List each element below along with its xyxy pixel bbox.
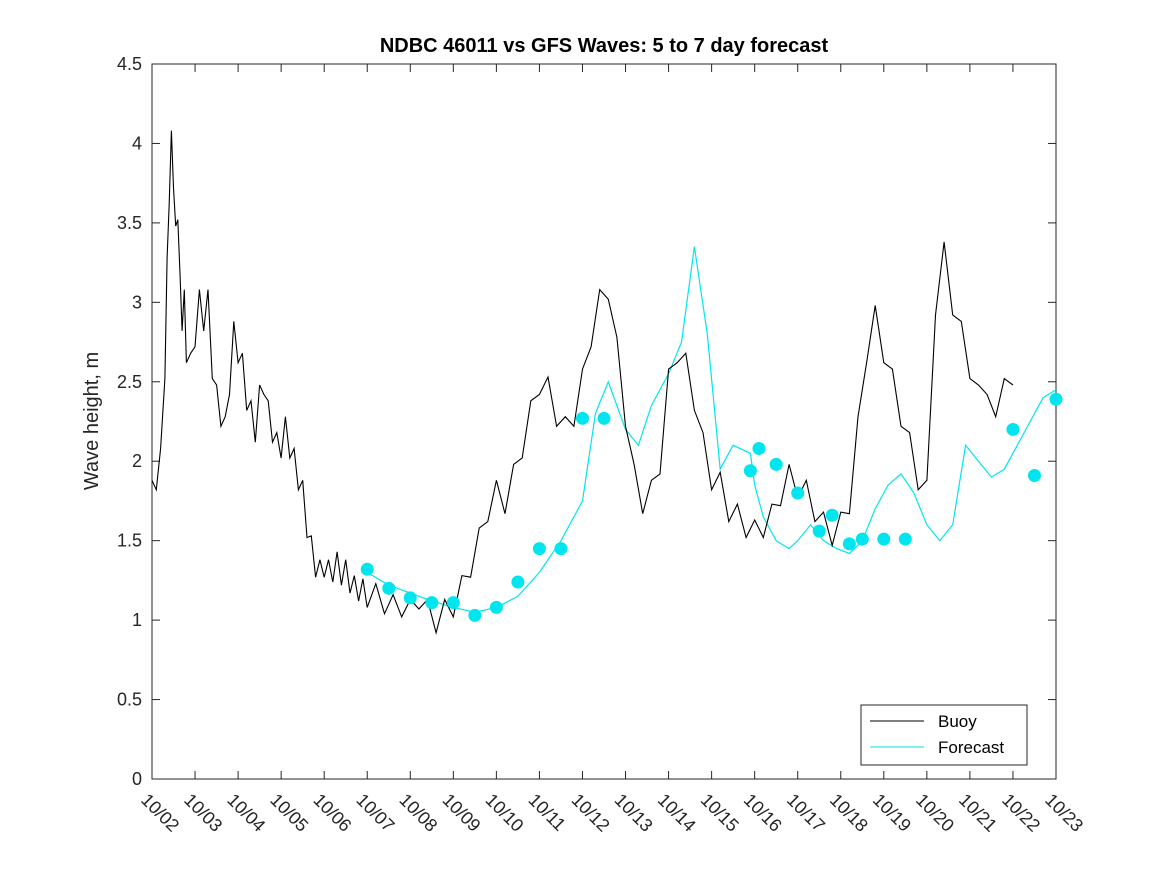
forecast-marker <box>425 596 439 610</box>
y-axis-title: Wave height, m <box>81 352 103 490</box>
y-tick-label: 2 <box>132 451 142 471</box>
forecast-marker <box>468 608 482 622</box>
forecast-marker <box>1006 422 1020 436</box>
forecast-marker <box>743 464 757 478</box>
forecast-marker <box>877 532 891 546</box>
legend-forecast-label: Forecast <box>938 738 1004 757</box>
y-tick-label: 3 <box>132 292 142 312</box>
y-tick-label: 4 <box>132 133 142 153</box>
forecast-marker <box>554 542 568 556</box>
y-tick-label: 4.5 <box>117 54 142 74</box>
forecast-marker <box>511 575 525 589</box>
forecast-marker <box>403 591 417 605</box>
forecast-marker <box>532 542 546 556</box>
y-axis-ticks: 0 0.5 1 1.5 2 2.5 3 3.5 4 4.5 <box>117 54 1056 789</box>
y-tick-label: 2.5 <box>117 372 142 392</box>
chart-title: NDBC 46011 vs GFS Waves: 5 to 7 day fore… <box>380 35 829 57</box>
forecast-marker <box>597 411 611 425</box>
forecast-marker <box>1027 469 1041 483</box>
forecast-marker <box>752 442 766 456</box>
forecast-marker <box>382 581 396 595</box>
forecast-marker <box>812 524 826 538</box>
forecast-marker <box>575 411 589 425</box>
forecast-marker <box>446 596 460 610</box>
forecast-marker <box>769 457 783 471</box>
forecast-marker <box>791 486 805 500</box>
forecast-marker <box>842 537 856 551</box>
legend-box <box>860 704 1028 766</box>
forecast-marker <box>825 508 839 522</box>
y-tick-label: 0.5 <box>117 690 142 710</box>
forecast-marker <box>855 532 869 546</box>
forecast-marker <box>898 532 912 546</box>
forecast-marker <box>489 600 503 614</box>
y-tick-label: 1.5 <box>117 531 142 551</box>
buoy-series-line <box>151 130 1014 635</box>
y-tick-label: 1 <box>132 610 142 630</box>
forecast-series-line <box>366 246 1057 613</box>
y-tick-label: 3.5 <box>117 213 142 233</box>
y-tick-label: 0 <box>132 769 142 789</box>
forecast-marker <box>360 562 374 576</box>
series-layer <box>151 130 1063 635</box>
forecast-marker <box>1049 392 1063 406</box>
legend-buoy-label: Buoy <box>938 712 977 731</box>
legend: Buoy Forecast <box>860 704 1028 766</box>
